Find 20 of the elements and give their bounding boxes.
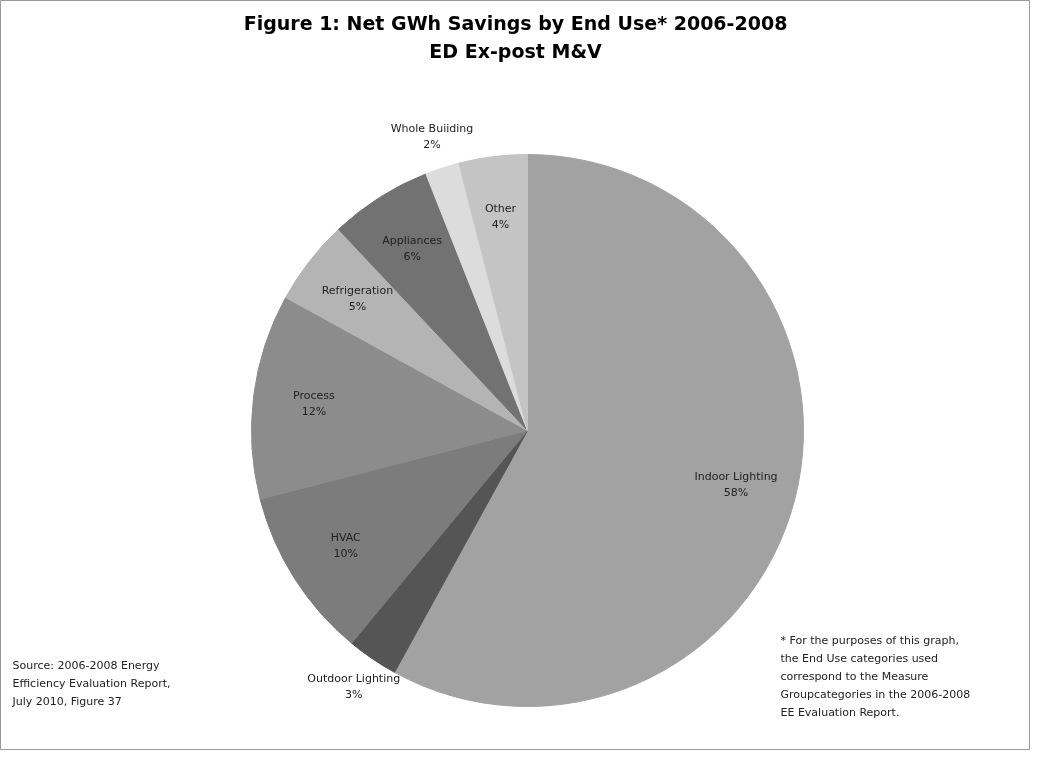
data-label: 10% [333,547,358,561]
slice-label: Outdoor Lighting [307,671,401,685]
data-label: 58% [723,485,749,499]
data-label: 2% [423,138,441,152]
chart-subtitle: ED Ex-post M&V [429,39,602,62]
text: * For the purposes of this graph, the End Use categories used correspond to the Measure Groupcategories in the 2006-2008 EE Evaluation Report. [780,634,971,719]
slice-label: Refrigeration [321,284,394,298]
data-label: 5% [348,300,367,314]
slice-label: Whole Buiiding [390,122,474,136]
slice-label: Indoor Lighting [694,469,778,483]
data-label: 4% [491,218,510,232]
slice-label: Other [484,202,517,216]
source-note: Source: 2006-2008 Energy Efficiency Evaluation Report, July 2010, Figure 37 [11,659,171,708]
data-label: 3% [345,687,363,701]
slice-label: HVAC [330,531,362,545]
data-label: 6% [403,250,421,264]
chart-title: Figure 1: Net GWh Savings by End Use* 2006-2008 [243,11,788,34]
slice-label: Process [293,389,336,403]
data-label: 12% [301,405,327,419]
slice-label: Appliances [382,234,443,248]
